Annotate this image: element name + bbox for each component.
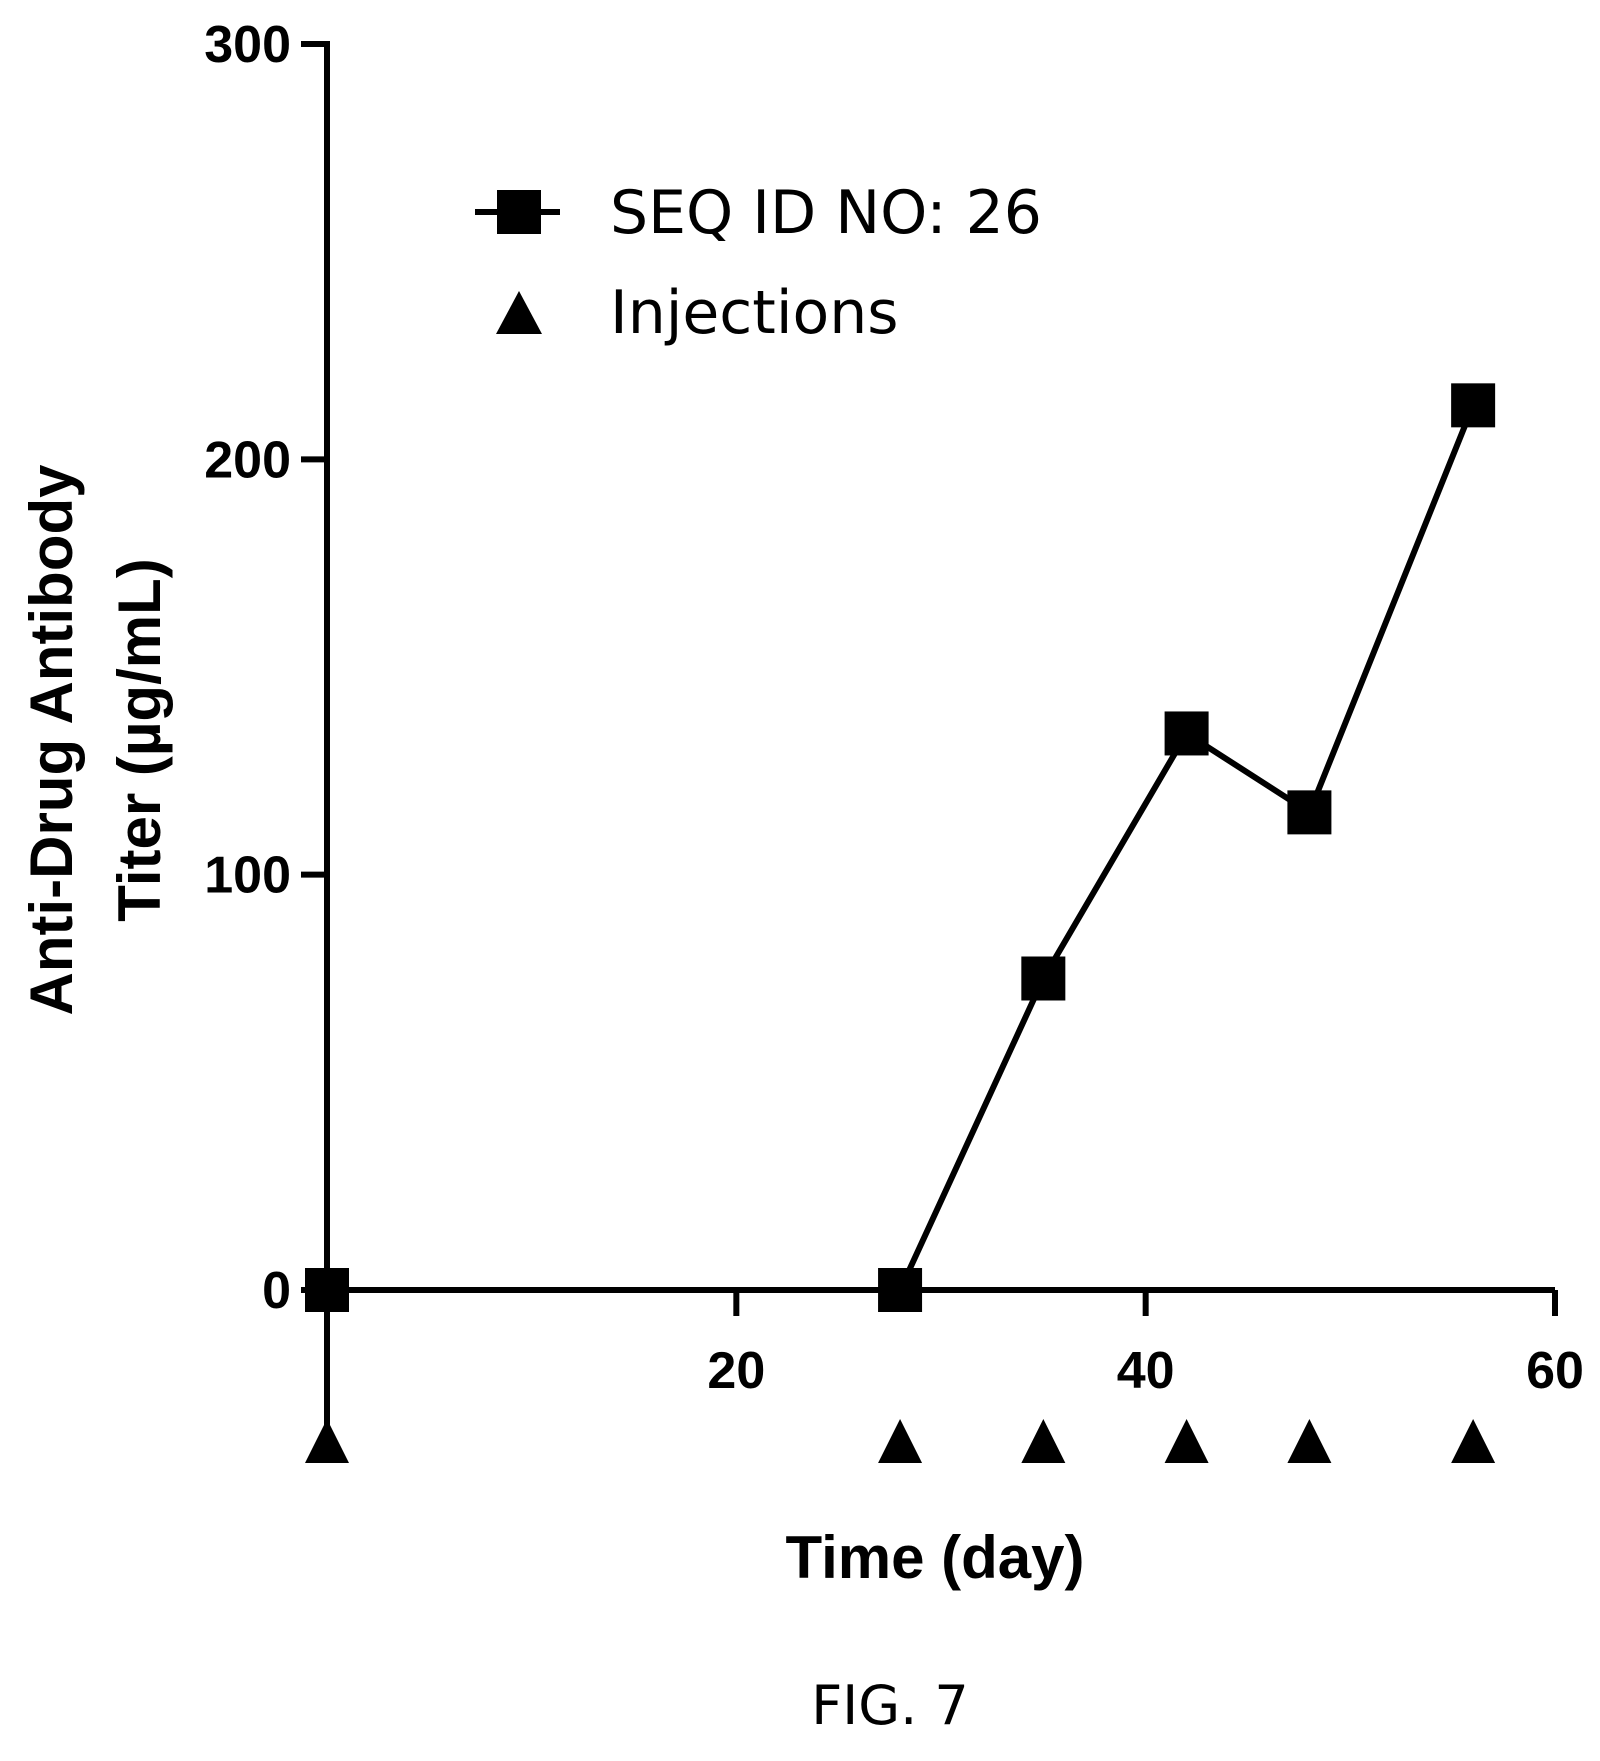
legend-triangle-marker xyxy=(496,291,542,334)
y-tick-label-200: 200 xyxy=(204,431,291,489)
data-point-4 xyxy=(1287,790,1332,835)
y-axis-title-line1: Anti-Drug Antibody xyxy=(18,464,85,1016)
data-point-2 xyxy=(1021,956,1066,1001)
data-point-5 xyxy=(1451,383,1496,428)
x-tick-label-20: 20 xyxy=(707,1342,765,1400)
series-line-0 xyxy=(327,404,1476,1293)
x-axis-title: Time (day) xyxy=(786,1524,1085,1591)
series xyxy=(305,383,1496,1312)
injection-marker-4 xyxy=(1287,1419,1332,1463)
x-tick-label-60: 60 xyxy=(1526,1342,1584,1400)
legend: SEQ ID NO: 26 Injections xyxy=(475,178,1042,348)
data-point-3 xyxy=(1164,711,1209,756)
injection-markers xyxy=(305,1419,1496,1463)
injection-marker-2 xyxy=(1021,1419,1066,1463)
legend-label-series: SEQ ID NO: 26 xyxy=(610,178,1042,248)
x-tick-label-40: 40 xyxy=(1117,1342,1175,1400)
figure-caption: FIG. 7 xyxy=(811,1674,969,1737)
injection-marker-1 xyxy=(878,1419,923,1463)
y-axis-title-line2: Titer (µg/mL) xyxy=(106,558,173,921)
y-tick-label-300: 300 xyxy=(204,16,291,74)
data-point-1 xyxy=(878,1268,923,1312)
injection-marker-3 xyxy=(1164,1419,1209,1463)
data-point-0 xyxy=(305,1268,349,1312)
legend-label-injections: Injections xyxy=(610,278,899,348)
y-tick-label-100: 100 xyxy=(204,847,291,905)
injection-marker-5 xyxy=(1451,1419,1496,1463)
injection-marker-0 xyxy=(305,1419,349,1463)
y-tick-label-0: 0 xyxy=(262,1262,291,1320)
legend-square-marker xyxy=(497,190,541,234)
